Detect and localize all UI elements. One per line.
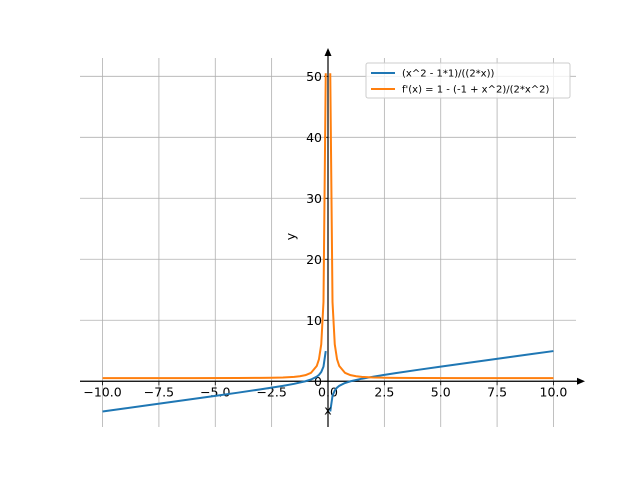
y-tick-label: 0 <box>314 374 322 389</box>
legend-label-series-2: f'(x) = 1 - (-1 + x^2)/(2*x^2) <box>402 85 550 96</box>
series-2-line-left <box>102 73 327 380</box>
series <box>102 73 554 413</box>
series-1-line-right <box>329 350 554 412</box>
y-tick-label: 30 <box>306 191 322 206</box>
x-tick-label: 2.5 <box>374 384 394 399</box>
x-axis-label: x <box>324 402 331 417</box>
x-tick-label: 10.0 <box>540 384 568 399</box>
x-tick-label: 7.5 <box>487 384 507 399</box>
y-tick-label: 50 <box>306 69 322 84</box>
series-2-line-right <box>329 73 554 380</box>
legend-box <box>365 62 571 99</box>
y-tick-label: 40 <box>306 130 322 145</box>
y-axis-label: y <box>283 232 298 240</box>
legend: (x^2 - 1*1)/((2*x)) f'(x) = 1 - (-1 + x^… <box>365 62 571 99</box>
ticks: −10.0 −7.5 −5.0 −2.5 0.0 2.5 5.0 7.5 10.00102030… <box>83 69 567 399</box>
y-tick-label: 20 <box>306 252 322 267</box>
axes <box>80 48 585 427</box>
x-tick-label: −10.0 <box>83 384 121 399</box>
legend-label-series-1: (x^2 - 1*1)/((2*x)) <box>402 69 495 80</box>
x-tick-label: −7.5 <box>144 384 174 399</box>
x-axis-arrow-icon <box>577 377 585 385</box>
y-tick-label: 10 <box>306 313 322 328</box>
series-1-line-left <box>102 350 327 413</box>
x-tick-label: 5.0 <box>431 384 451 399</box>
y-axis-arrow-icon <box>324 48 332 56</box>
